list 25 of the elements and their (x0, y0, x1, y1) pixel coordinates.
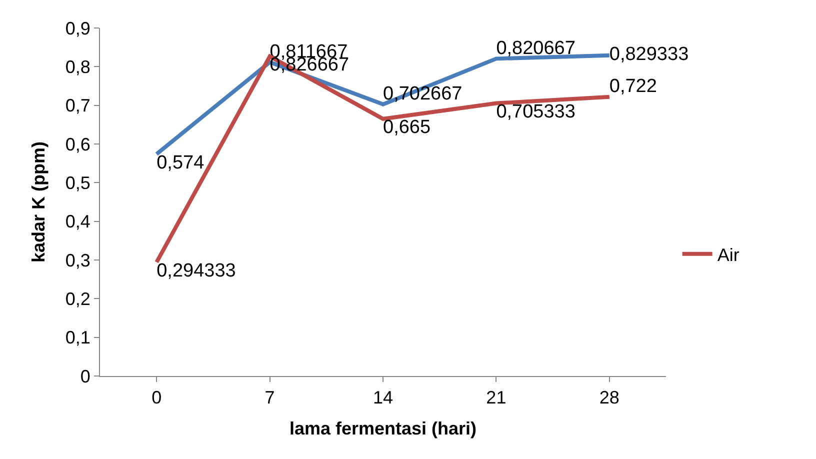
y-tick-label: 0,4 (65, 212, 90, 232)
y-tick-label: 0,7 (65, 96, 90, 116)
x-tick-label: 21 (486, 388, 506, 408)
data-label: 0,705333 (496, 102, 576, 123)
legend-label: Air (717, 244, 740, 265)
x-tick-label: 28 (599, 388, 620, 408)
y-tick-label: 0,1 (65, 328, 90, 348)
x-tick-label: 7 (264, 388, 275, 408)
x-tick-label: 0 (152, 388, 162, 408)
x-axis-title: lama fermentasi (hari) (289, 418, 477, 439)
x-tick-label: 14 (372, 388, 394, 408)
y-tick-label: 0,3 (65, 250, 90, 270)
data-label: 0,829333 (609, 44, 689, 66)
data-label: 0,574 (156, 152, 205, 174)
data-label: 0,820667 (496, 38, 576, 59)
y-tick-label: 0,9 (65, 18, 90, 38)
y-tick-label: 0,2 (65, 288, 90, 309)
y-tick-label: 0,5 (65, 172, 90, 193)
y-tick-label: 0 (80, 366, 90, 386)
data-label: 0,294333 (156, 260, 236, 282)
data-label: 0,722 (609, 76, 657, 98)
data-label: 0,665 (383, 117, 431, 138)
y-tick-label: 0,8 (65, 56, 90, 77)
y-tick-label: 0,6 (65, 134, 90, 154)
y-axis-title: kadar K (ppm) (28, 141, 49, 263)
